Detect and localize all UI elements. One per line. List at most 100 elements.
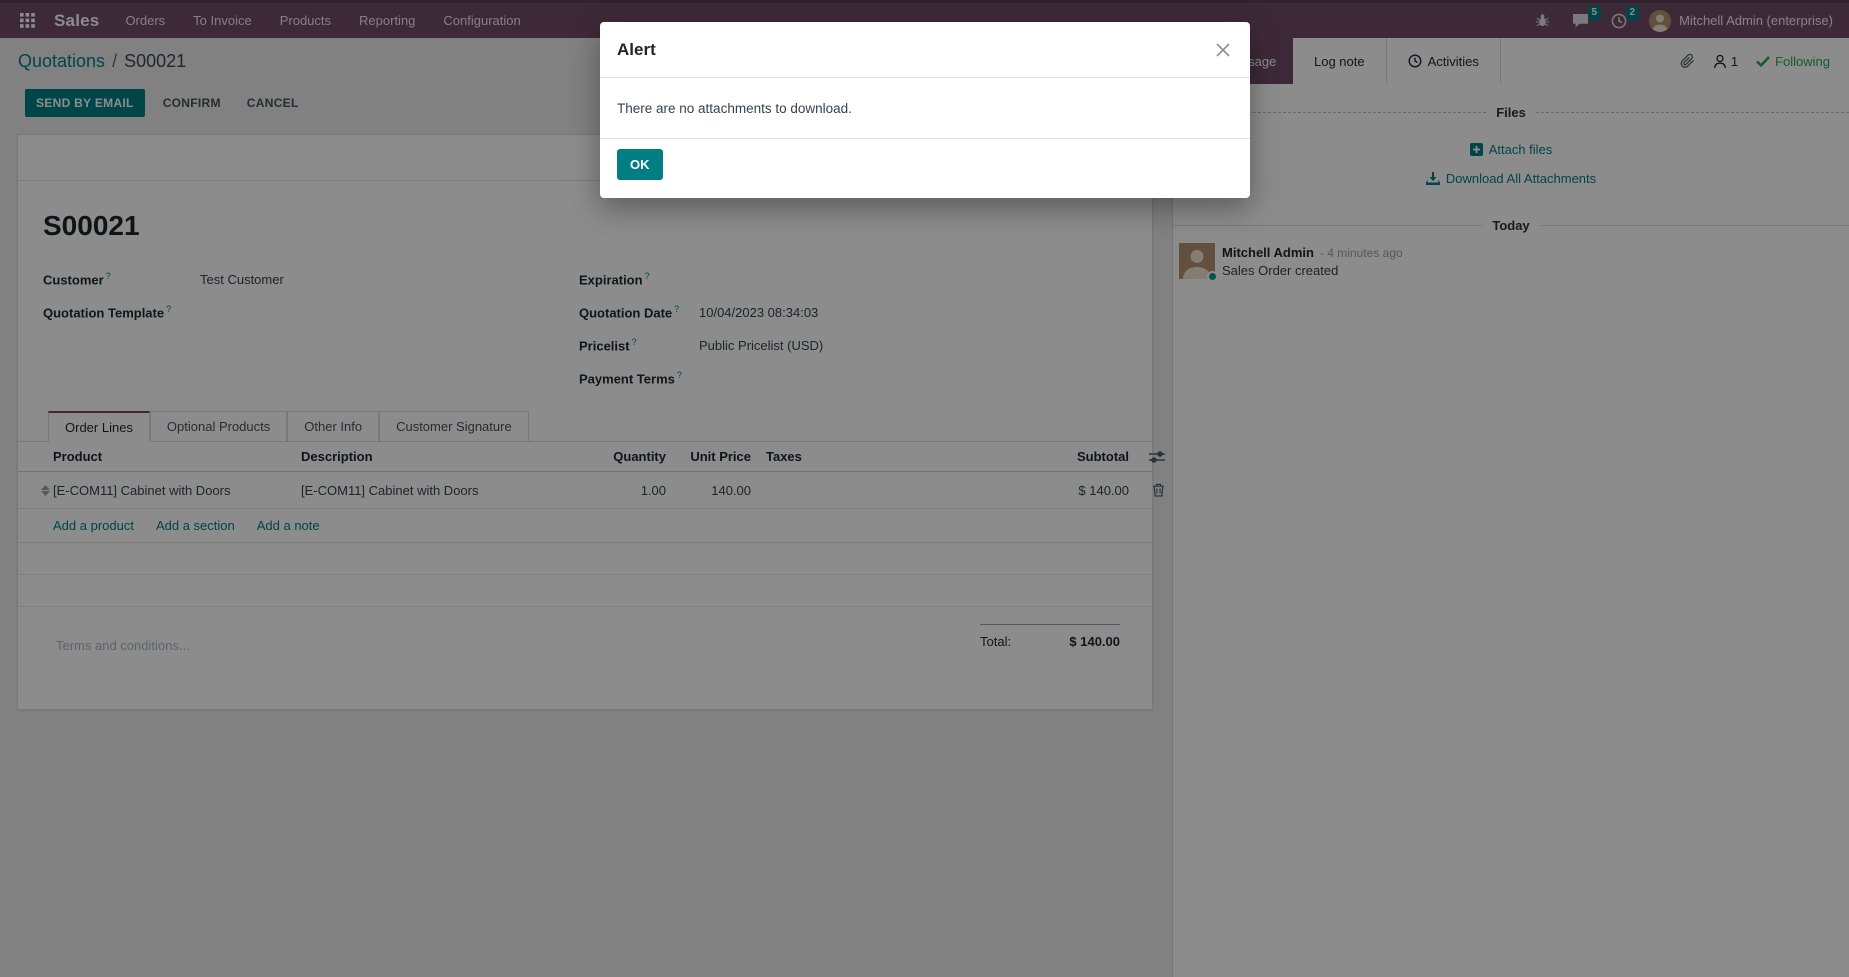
app-name[interactable]: Sales <box>54 10 100 30</box>
attach-files-button[interactable]: Attach files <box>1173 142 1849 157</box>
col-subtotal[interactable]: Subtotal <box>1077 449 1129 464</box>
quotation-date-label: Quotation Date <box>579 305 673 321</box>
tab-optional-products[interactable]: Optional Products <box>149 411 288 441</box>
cell-subtotal: $ 140.00 <box>1078 482 1129 498</box>
menu-to-invoice[interactable]: To Invoice <box>193 13 252 28</box>
quotation-form-card: S00021 Customer? Test Customer Quotation… <box>17 134 1165 710</box>
empty-line <box>18 575 1152 607</box>
following-button[interactable]: Following <box>1756 54 1830 69</box>
user-menu[interactable]: Mitchell Admin (enterprise) <box>1649 9 1833 32</box>
order-reference-title: S00021 <box>43 210 140 241</box>
quotation-date-value[interactable]: 10/04/2023 08:34:03 <box>699 305 819 320</box>
customer-label: Customer <box>43 272 104 288</box>
col-taxes[interactable]: Taxes <box>766 449 802 464</box>
debug-bug-icon[interactable] <box>1535 13 1550 28</box>
person-icon <box>1713 54 1726 68</box>
cell-description[interactable]: [E-COM11] Cabinet with Doors <box>301 482 479 498</box>
chatter-message: Mitchell Admin - 4 minutes ago Sales Ord… <box>1173 243 1849 282</box>
followers-button[interactable]: 1 <box>1713 54 1738 69</box>
add-a-product-link[interactable]: Add a product <box>53 518 134 533</box>
tab-other-info[interactable]: Other Info <box>287 411 380 441</box>
confirm-button[interactable]: CONFIRM <box>155 89 229 117</box>
messages-badge: 5 <box>1587 6 1602 20</box>
tab-order-lines[interactable]: Order Lines <box>48 411 150 442</box>
empty-line <box>18 543 1152 575</box>
alert-dialog-title: Alert <box>617 39 656 59</box>
cell-quantity[interactable]: 1.00 <box>640 482 666 498</box>
add-a-section-link[interactable]: Add a section <box>155 518 235 533</box>
cancel-button[interactable]: CANCEL <box>239 89 307 117</box>
help-marker: ? <box>644 271 650 282</box>
help-marker: ? <box>166 304 172 315</box>
field-quotation-template: Quotation Template? <box>43 296 554 329</box>
breadcrumb: Quotations / S00021 <box>0 38 1172 84</box>
expiration-label: Expiration <box>579 272 643 288</box>
pricelist-value[interactable]: Public Pricelist (USD) <box>699 338 824 353</box>
col-quantity[interactable]: Quantity <box>613 449 666 464</box>
menu-configuration[interactable]: Configuration <box>443 13 521 28</box>
files-section-heading: Files <box>1173 105 1849 120</box>
breadcrumb-quotations-link[interactable]: Quotations <box>18 50 106 71</box>
delete-line-icon[interactable] <box>1129 483 1165 497</box>
col-product[interactable]: Product <box>53 449 103 464</box>
terms-and-conditions-input[interactable]: Terms and conditions... <box>56 638 190 653</box>
total-label: Total: <box>980 634 1012 649</box>
field-expiration: Expiration? <box>579 263 1152 296</box>
attach-files-label: Attach files <box>1488 142 1553 157</box>
user-name: Mitchell Admin (enterprise) <box>1679 13 1833 28</box>
field-payment-terms: Payment Terms? <box>579 362 1152 395</box>
date-divider-label: Today <box>1492 218 1530 233</box>
check-icon <box>1756 55 1770 67</box>
breadcrumb-separator: / <box>112 50 118 71</box>
download-all-label: Download All Attachments <box>1445 171 1597 186</box>
online-status-dot <box>1207 271 1218 282</box>
menu-reporting[interactable]: Reporting <box>359 13 416 28</box>
download-all-attachments-button[interactable]: Download All Attachments <box>1173 171 1849 186</box>
activities-button[interactable]: Activities <box>1387 38 1501 84</box>
help-marker: ? <box>631 337 637 348</box>
menu-products[interactable]: Products <box>279 13 332 28</box>
following-label: Following <box>1775 53 1830 69</box>
activities-badge: 2 <box>1625 5 1640 20</box>
author-avatar[interactable] <box>1179 243 1218 282</box>
field-customer: Customer? Test Customer <box>43 263 554 296</box>
help-marker: ? <box>105 271 111 282</box>
add-a-note-link[interactable]: Add a note <box>256 518 320 533</box>
help-marker: ? <box>674 304 680 315</box>
ok-button[interactable]: OK <box>617 149 663 180</box>
pricelist-label: Pricelist <box>579 338 630 354</box>
date-divider: Today <box>1173 218 1849 233</box>
messages-icon[interactable]: 5 <box>1572 6 1602 28</box>
order-lines-header: Product Description Quantity Unit Price … <box>18 442 1165 472</box>
send-by-email-button[interactable]: SEND BY EMAIL <box>25 89 145 117</box>
col-unit-price[interactable]: Unit Price <box>690 449 751 464</box>
total-value: $ 140.00 <box>1069 634 1120 649</box>
message-timestamp: - 4 minutes ago <box>1319 246 1403 260</box>
files-heading-label: Files <box>1496 105 1526 120</box>
attachments-paperclip-icon[interactable] <box>1680 53 1695 69</box>
plus-square-icon <box>1469 143 1483 156</box>
tab-customer-signature[interactable]: Customer Signature <box>379 411 529 441</box>
close-icon[interactable] <box>1213 40 1233 60</box>
apps-grid-icon[interactable] <box>14 8 40 34</box>
download-icon <box>1425 172 1440 185</box>
activities-button-label: Activities <box>1427 53 1479 69</box>
activities-clock-icon[interactable]: 2 <box>1611 5 1640 29</box>
cell-unit-price[interactable]: 140.00 <box>711 482 751 498</box>
total-summary: Total: $ 140.00 <box>980 624 1120 653</box>
alert-dialog: Alert There are no attachments to downlo… <box>600 22 1250 198</box>
log-note-button[interactable]: Log note <box>1293 38 1387 84</box>
menu-orders[interactable]: Orders <box>125 13 166 28</box>
optional-columns-icon[interactable] <box>1129 450 1165 464</box>
breadcrumb-current: S00021 <box>124 50 187 71</box>
message-author[interactable]: Mitchell Admin <box>1222 245 1314 260</box>
statusbar-actions: SEND BY EMAIL CONFIRM CANCEL <box>0 84 1172 122</box>
cell-product[interactable]: [E-COM11] Cabinet with Doors <box>53 482 231 498</box>
order-line-row[interactable]: [E-COM11] Cabinet with Doors [E-COM11] C… <box>18 472 1164 509</box>
col-description[interactable]: Description <box>301 449 373 464</box>
customer-value[interactable]: Test Customer <box>200 272 284 287</box>
field-pricelist: Pricelist? Public Pricelist (USD) <box>579 329 1152 362</box>
notebook-tabs: Order Lines Optional Products Other Info… <box>18 411 1152 442</box>
payment-terms-label: Payment Terms <box>579 371 675 387</box>
drag-handle-icon[interactable] <box>38 484 53 496</box>
